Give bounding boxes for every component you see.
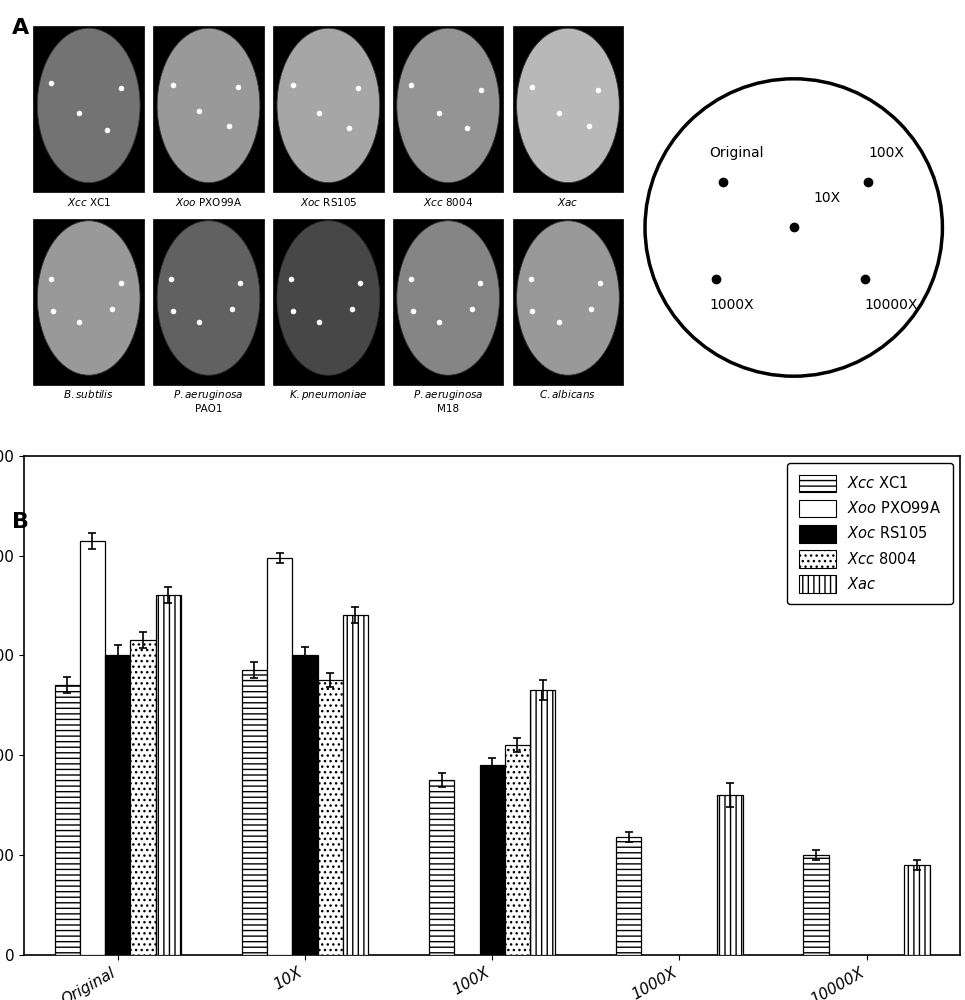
FancyBboxPatch shape [393, 26, 504, 192]
Text: $\it{P. aeruginosa}$
M18: $\it{P. aeruginosa}$ M18 [413, 388, 483, 414]
Text: $\it{Xoo}$ PXO99A: $\it{Xoo}$ PXO99A [175, 196, 242, 208]
Ellipse shape [397, 28, 500, 183]
Bar [717, 795, 742, 955]
FancyBboxPatch shape [512, 26, 623, 192]
Text: 1000X: 1000X [709, 298, 755, 312]
Text: Original: Original [709, 146, 764, 160]
Ellipse shape [38, 221, 140, 375]
Bar [530, 690, 555, 955]
Text: $\it{Xcc}$ XC1: $\it{Xcc}$ XC1 [67, 196, 111, 208]
Ellipse shape [516, 28, 620, 183]
Ellipse shape [157, 221, 260, 375]
Bar [242, 670, 267, 955]
Bar [55, 685, 80, 955]
Bar [105, 655, 130, 955]
Text: $\it{Xcc}$ 8004: $\it{Xcc}$ 8004 [423, 196, 473, 208]
Text: $\it{Xoc}$ RS105: $\it{Xoc}$ RS105 [299, 196, 357, 208]
Bar [130, 640, 155, 955]
Text: $\it{B. subtilis}$: $\it{B. subtilis}$ [64, 388, 114, 400]
Bar [904, 865, 929, 955]
Text: 100X: 100X [868, 146, 904, 160]
Bar [155, 595, 180, 955]
Bar [429, 780, 455, 955]
FancyBboxPatch shape [153, 26, 263, 192]
Text: $\it{P. aeruginosa}$
PAO1: $\it{P. aeruginosa}$ PAO1 [173, 388, 244, 414]
FancyBboxPatch shape [393, 219, 504, 385]
FancyBboxPatch shape [512, 219, 623, 385]
Text: 10X: 10X [813, 191, 841, 205]
Ellipse shape [157, 28, 260, 183]
FancyBboxPatch shape [153, 219, 263, 385]
Text: B: B [12, 512, 29, 532]
Bar [343, 615, 368, 955]
Bar [480, 765, 505, 955]
Text: A: A [12, 18, 29, 38]
Bar [267, 558, 292, 955]
Text: 10000X: 10000X [865, 298, 919, 312]
FancyBboxPatch shape [34, 219, 144, 385]
Legend: $\it{Xcc}$ XC1, $\it{Xoo}$ PXO99A, $\it{Xoc}$ RS105, $\it{Xcc}$ 8004, $\it{Xac}$: $\it{Xcc}$ XC1, $\it{Xoo}$ PXO99A, $\it{… [787, 463, 952, 604]
Ellipse shape [277, 221, 379, 375]
Text: $\it{Xac}$: $\it{Xac}$ [557, 196, 579, 208]
Bar [292, 655, 317, 955]
Text: $\it{K. pneumoniae}$: $\it{K. pneumoniae}$ [290, 388, 368, 402]
Bar [505, 745, 530, 955]
Bar [804, 855, 829, 955]
Text: $\it{C. albicans}$: $\it{C. albicans}$ [539, 388, 596, 400]
FancyBboxPatch shape [273, 26, 383, 192]
Ellipse shape [516, 221, 620, 375]
Ellipse shape [397, 221, 500, 375]
Ellipse shape [277, 28, 379, 183]
FancyBboxPatch shape [34, 26, 144, 192]
Bar [617, 837, 642, 955]
Bar [80, 541, 105, 955]
Bar [317, 680, 343, 955]
Ellipse shape [38, 28, 140, 183]
FancyBboxPatch shape [273, 219, 383, 385]
